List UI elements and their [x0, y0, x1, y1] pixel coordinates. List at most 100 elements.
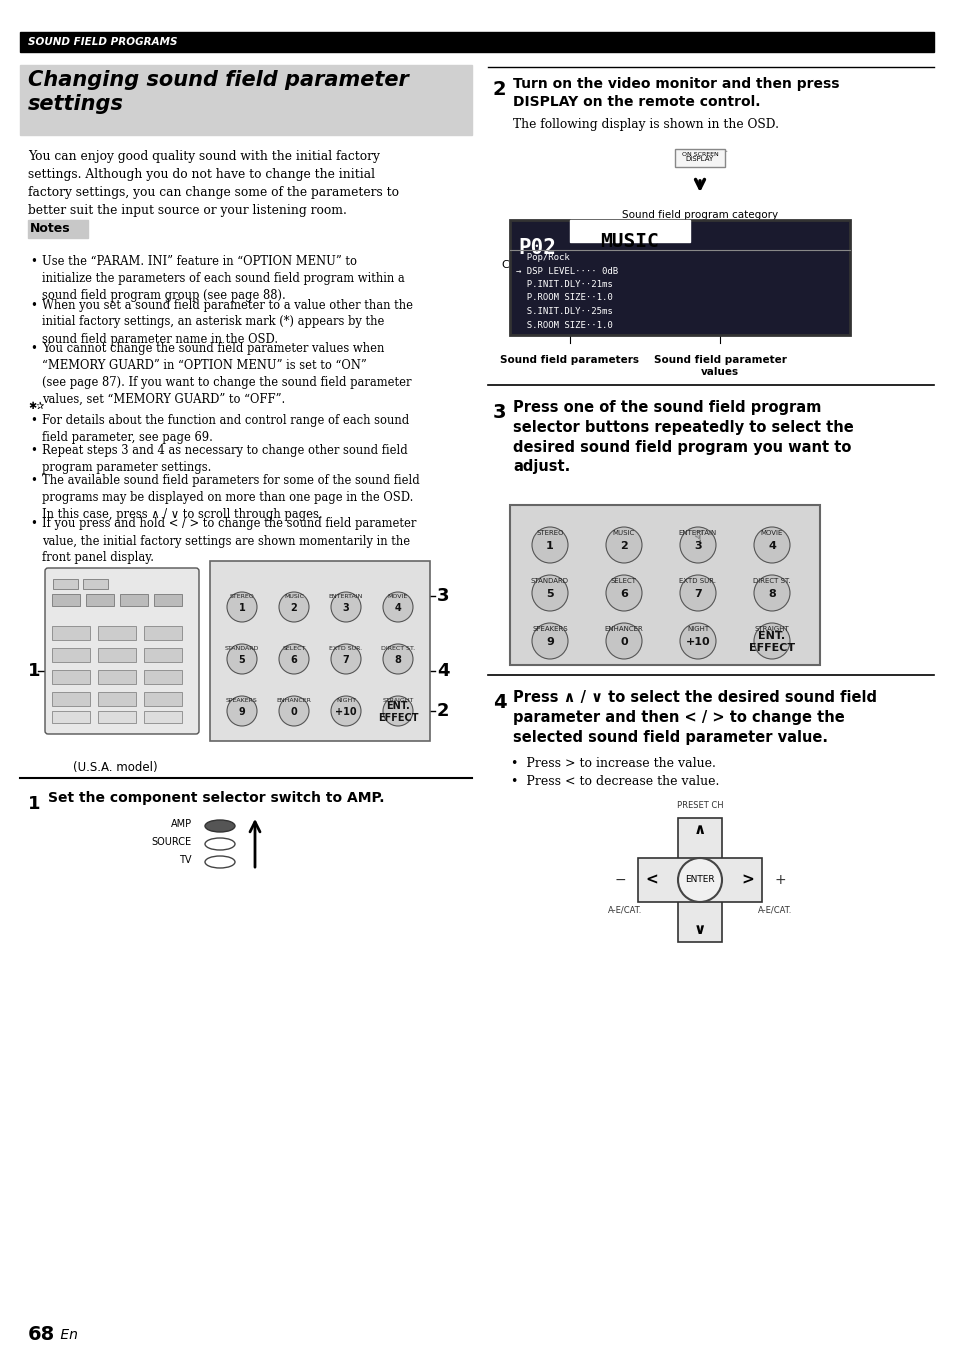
Text: Press one of the sound field program
selector buttons repeatedly to select the
d: Press one of the sound field program sel…	[513, 400, 853, 474]
Text: NIGHT: NIGHT	[686, 625, 708, 632]
Bar	[144, 692, 182, 706]
Text: SPEAKERS: SPEAKERS	[226, 698, 257, 704]
Circle shape	[331, 696, 360, 727]
Text: 2: 2	[291, 603, 297, 613]
Text: For details about the function and control range of each sound
field parameter, : For details about the function and contr…	[42, 414, 409, 443]
Bar	[53, 580, 78, 589]
Text: P.ROOM SIZE··1.0: P.ROOM SIZE··1.0	[516, 294, 612, 302]
Text: 1: 1	[238, 603, 245, 613]
Circle shape	[605, 576, 641, 611]
Circle shape	[382, 592, 413, 621]
Text: SOURCE: SOURCE	[152, 837, 192, 847]
Text: Press ∧ / ∨ to select the desired sound field
parameter and then < / > to change: Press ∧ / ∨ to select the desired sound …	[513, 690, 876, 744]
Bar	[98, 710, 136, 723]
Text: SPEAKERS: SPEAKERS	[532, 625, 567, 632]
Bar	[144, 625, 182, 640]
Text: 0: 0	[291, 706, 297, 717]
Circle shape	[331, 644, 360, 674]
Text: S.INIT.DLY··25ms: S.INIT.DLY··25ms	[516, 307, 612, 315]
Circle shape	[605, 623, 641, 659]
Text: •: •	[30, 518, 37, 531]
Text: 1: 1	[28, 795, 40, 813]
Text: 6: 6	[291, 655, 297, 665]
Bar	[52, 692, 90, 706]
Text: •: •	[30, 414, 37, 427]
Text: 3: 3	[342, 603, 349, 613]
Text: 4: 4	[767, 541, 775, 551]
Bar	[20, 32, 933, 53]
Circle shape	[678, 857, 721, 902]
Text: •: •	[30, 342, 37, 355]
Text: ENT.
EFFECT: ENT. EFFECT	[748, 631, 794, 652]
Bar	[52, 625, 90, 640]
Circle shape	[753, 576, 789, 611]
Circle shape	[382, 644, 413, 674]
Text: (U.S.A. model): (U.S.A. model)	[72, 762, 157, 774]
Text: STEREO: STEREO	[230, 594, 254, 600]
Circle shape	[278, 592, 309, 621]
Text: +10: +10	[335, 706, 356, 717]
Text: +: +	[774, 874, 785, 887]
Text: MUSIC: MUSIC	[612, 530, 635, 537]
Text: NIGHT: NIGHT	[335, 698, 355, 704]
Text: ENTER: ENTER	[684, 875, 714, 884]
Text: MUSIC: MUSIC	[600, 232, 659, 251]
Bar	[144, 670, 182, 683]
Text: 4: 4	[493, 693, 506, 712]
Bar	[98, 625, 136, 640]
Text: Set the component selector switch to AMP.: Set the component selector switch to AMP…	[48, 791, 384, 805]
Text: PRESET CH: PRESET CH	[676, 801, 722, 810]
Circle shape	[227, 696, 256, 727]
Text: •: •	[30, 443, 37, 457]
Text: 7: 7	[342, 655, 349, 665]
FancyBboxPatch shape	[45, 568, 199, 735]
Bar	[120, 594, 148, 607]
Text: 8: 8	[767, 589, 775, 599]
Circle shape	[605, 527, 641, 563]
Text: MOVIE: MOVIE	[760, 530, 782, 537]
Bar	[98, 648, 136, 662]
Circle shape	[331, 592, 360, 621]
Text: ☟: ☟	[693, 530, 701, 545]
Text: 6: 6	[619, 589, 627, 599]
Text: P.INIT.DLY··21ms: P.INIT.DLY··21ms	[516, 280, 612, 288]
Text: ENT.
EFFECT: ENT. EFFECT	[377, 701, 417, 723]
Text: The available sound field parameters for some of the sound field
programs may be: The available sound field parameters for…	[42, 474, 419, 520]
Text: 3: 3	[493, 403, 506, 422]
Bar	[52, 670, 90, 683]
Text: STANDARD: STANDARD	[531, 578, 568, 584]
Text: 4: 4	[436, 662, 449, 679]
Text: •: •	[30, 298, 37, 311]
Text: 3: 3	[436, 586, 449, 605]
Text: ON SCREEN: ON SCREEN	[680, 151, 718, 156]
Bar	[98, 692, 136, 706]
Circle shape	[278, 644, 309, 674]
Bar	[675, 150, 724, 167]
Text: P02: P02	[517, 239, 556, 257]
Circle shape	[227, 644, 256, 674]
Text: 0: 0	[619, 638, 627, 647]
Text: STRAIGHT: STRAIGHT	[754, 625, 788, 632]
Text: → DSP LEVEL···· 0dB: → DSP LEVEL···· 0dB	[516, 267, 618, 275]
Text: When you set a sound field parameter to a value other than the
initial factory s: When you set a sound field parameter to …	[42, 298, 413, 345]
Text: Sound field parameters: Sound field parameters	[500, 355, 639, 365]
Bar	[144, 710, 182, 723]
Text: Repeat steps 3 and 4 as necessary to change other sound field
program parameter : Repeat steps 3 and 4 as necessary to cha…	[42, 443, 407, 474]
Bar	[52, 648, 90, 662]
Text: 2: 2	[436, 702, 449, 720]
Text: You cannot change the sound field parameter values when
“MEMORY GUARD” in “OPTIO: You cannot change the sound field parame…	[42, 342, 411, 406]
Text: Pop/Rock: Pop/Rock	[516, 253, 569, 262]
Text: ENHANCER: ENHANCER	[276, 698, 311, 704]
Text: ☞: ☞	[715, 146, 727, 160]
Text: <: <	[645, 872, 658, 887]
Text: The following display is shown in the OSD.: The following display is shown in the OS…	[513, 119, 779, 131]
Circle shape	[753, 623, 789, 659]
Text: 2: 2	[493, 80, 506, 98]
Circle shape	[753, 527, 789, 563]
Text: MUSIC: MUSIC	[284, 594, 304, 600]
Text: A-E/CAT.: A-E/CAT.	[757, 906, 791, 914]
Bar	[52, 710, 90, 723]
Text: 5: 5	[238, 655, 245, 665]
Text: 9: 9	[238, 706, 245, 717]
Text: DIRECT ST.: DIRECT ST.	[380, 647, 415, 651]
